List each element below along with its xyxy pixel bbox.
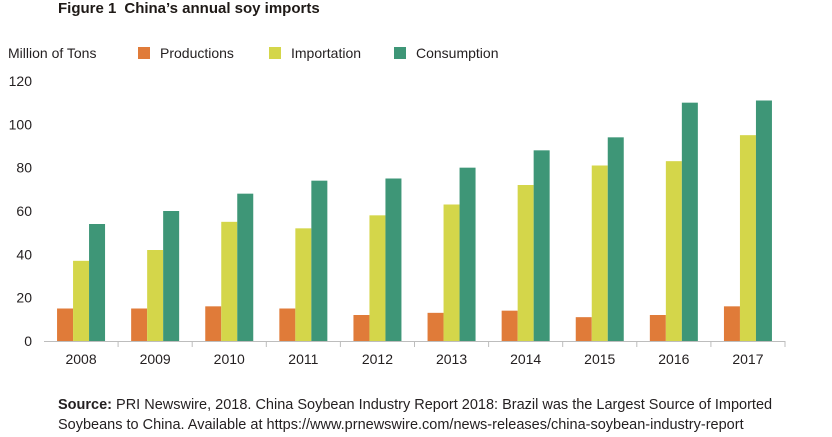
x-tick-label-2015: 2015 [584, 351, 615, 367]
y-tick-label: 20 [16, 290, 32, 306]
bar-productions-2017 [723, 306, 740, 341]
legend-swatch-consumption [394, 47, 406, 59]
y-tick-label: 100 [9, 116, 33, 132]
bar-productions-2010 [205, 306, 222, 341]
y-axis-label: Million of Tons [8, 45, 96, 61]
source-note: Source: PRI Newswire, 2018. China Soybea… [58, 395, 828, 435]
bar-consumption-2014 [533, 150, 550, 341]
y-tick-label: 0 [24, 333, 32, 349]
bar-importation-2011 [295, 228, 312, 341]
bar-consumption-2011 [311, 180, 328, 341]
source-line-2: Soybeans to China. Available at https://… [58, 417, 744, 433]
bar-productions-2008 [57, 308, 74, 341]
x-tick-label-2014: 2014 [510, 351, 541, 367]
bar-importation-2012 [369, 215, 386, 341]
bar-productions-2009 [131, 308, 148, 341]
legend-swatch-importation [269, 47, 281, 59]
bar-productions-2015 [575, 317, 592, 341]
figure-label: Figure 1 [58, 0, 117, 17]
bar-importation-2015 [591, 165, 608, 341]
bar-chart: Million of Tons Productions Importation Con… [8, 45, 786, 367]
y-tick-label: 40 [16, 246, 32, 262]
x-tick-label-2008: 2008 [65, 351, 96, 367]
bar-consumption-2010 [237, 193, 254, 341]
bar-consumption-2015 [607, 137, 624, 341]
bar-consumption-2009 [163, 211, 180, 341]
y-tick-label: 60 [16, 203, 32, 219]
y-tick-label: 80 [16, 160, 32, 176]
figure-title: Figure 1 China’s annual soy imports [58, 0, 320, 17]
x-tick-label-2012: 2012 [362, 351, 393, 367]
x-tick-label-2017: 2017 [732, 351, 763, 367]
y-tick-label: 120 [9, 73, 33, 89]
chart-container: Million of Tons Productions Importation Con… [0, 36, 832, 376]
bar-importation-2010 [221, 221, 238, 341]
figure-title-text: China’s annual soy imports [124, 0, 320, 17]
x-tick-label-2013: 2013 [436, 351, 467, 367]
bar-importation-2013 [443, 204, 460, 341]
bar-consumption-2017 [755, 100, 772, 341]
source-line-1: PRI Newswire, 2018. China Soybean Indust… [116, 397, 773, 413]
legend-swatch-productions [138, 47, 150, 59]
bar-productions-2012 [353, 315, 370, 341]
bar-consumption-2013 [459, 167, 476, 341]
bar-productions-2014 [501, 310, 518, 341]
legend-label-importation: Importation [291, 45, 361, 61]
bar-importation-2008 [73, 260, 90, 341]
x-tick-label-2010: 2010 [214, 351, 245, 367]
x-tick-label-2016: 2016 [658, 351, 689, 367]
x-tick-label-2011: 2011 [288, 351, 318, 367]
bar-consumption-2008 [89, 224, 106, 341]
legend-label-consumption: Consumption [416, 45, 499, 61]
source-label: Source: [58, 397, 112, 413]
bar-productions-2016 [649, 315, 666, 341]
bar-consumption-2012 [385, 178, 402, 341]
bar-importation-2009 [147, 250, 164, 341]
bar-importation-2014 [517, 185, 534, 341]
legend-label-productions: Productions [160, 45, 234, 61]
bar-consumption-2016 [681, 102, 698, 342]
bar-productions-2011 [279, 308, 296, 341]
bar-importation-2016 [665, 161, 682, 341]
bar-productions-2013 [427, 312, 444, 341]
x-tick-label-2009: 2009 [140, 351, 171, 367]
bar-importation-2017 [739, 135, 756, 341]
